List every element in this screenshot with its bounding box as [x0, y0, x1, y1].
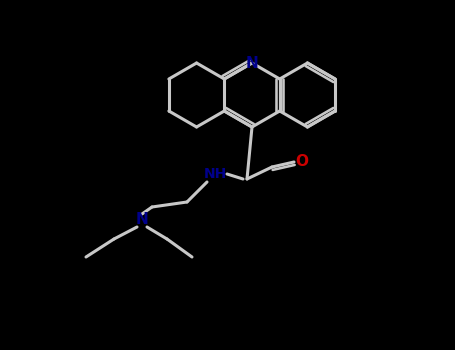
Text: N: N — [246, 56, 258, 70]
Text: O: O — [295, 154, 308, 169]
Text: NH: NH — [203, 167, 227, 181]
Text: N: N — [136, 211, 148, 226]
